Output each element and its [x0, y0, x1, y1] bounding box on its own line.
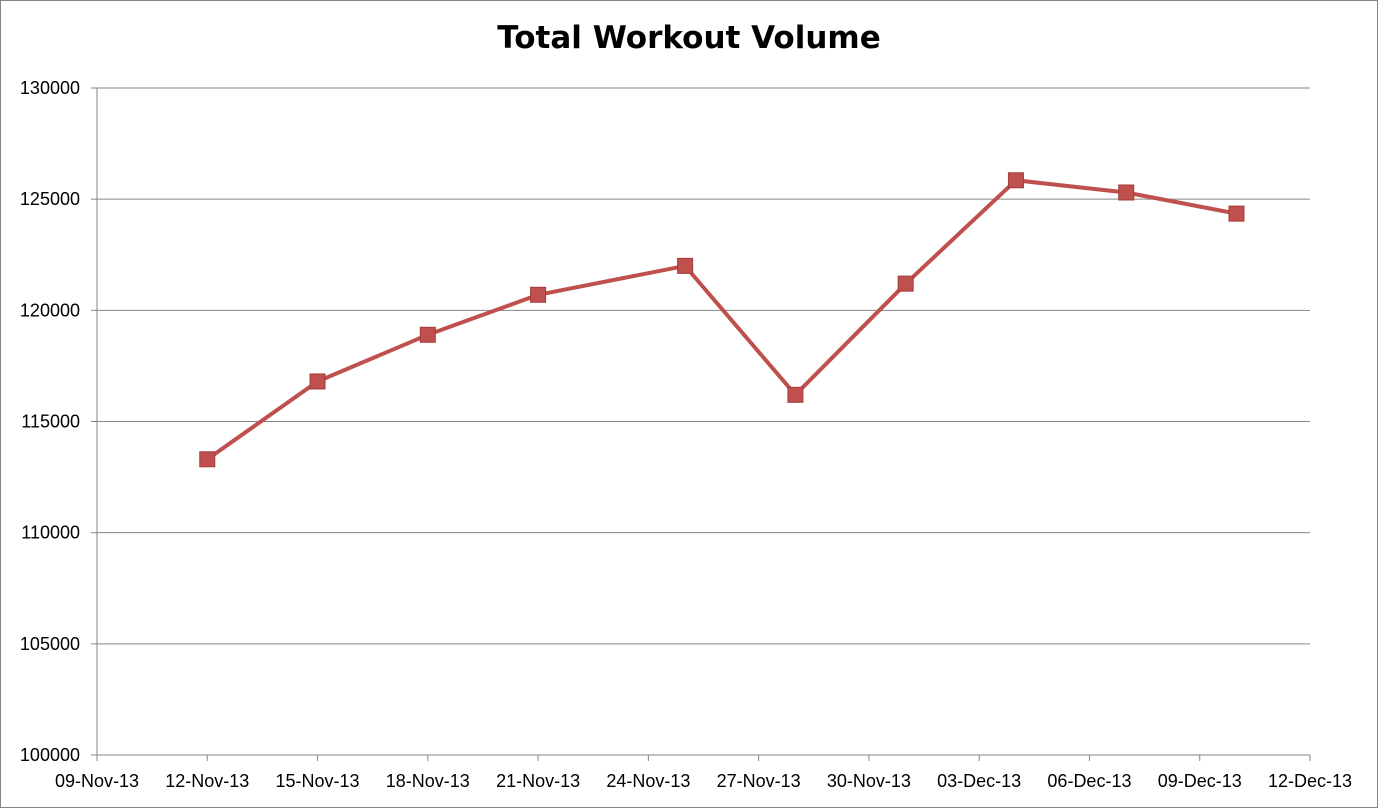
data-point-marker [530, 286, 547, 303]
y-tick-label: 100000 [20, 745, 80, 765]
x-tick-label: 12-Nov-13 [165, 771, 249, 791]
data-point-marker [419, 326, 436, 343]
series-line [206, 178, 1237, 461]
x-tick-label: 18-Nov-13 [386, 771, 470, 791]
y-tick-label: 120000 [20, 300, 80, 320]
y-tick-label: 125000 [20, 189, 80, 209]
data-point-marker [1007, 172, 1024, 189]
x-tick-label: 15-Nov-13 [276, 771, 360, 791]
x-tick-label: 24-Nov-13 [606, 771, 690, 791]
data-point-marker [1228, 205, 1245, 222]
data-point-marker [897, 275, 914, 292]
y-tick-label: 110000 [21, 523, 80, 543]
y-tick-label: 115000 [21, 412, 80, 432]
series-markers [199, 172, 1245, 468]
data-point-marker [309, 373, 326, 390]
x-tick-label: 03-Dec-13 [937, 771, 1021, 791]
x-tick-label: 12-Dec-13 [1268, 771, 1352, 791]
data-point-marker [677, 257, 694, 274]
x-tick-label: 06-Dec-13 [1047, 771, 1131, 791]
y-tick-label: 105000 [20, 634, 80, 654]
x-tick-label: 21-Nov-13 [496, 771, 580, 791]
data-point-marker [787, 386, 804, 403]
data-point-marker [199, 451, 216, 468]
x-tick-labels: 09-Nov-13 12-Nov-13 15-Nov-13 18-Nov-13 21-N… [55, 771, 1352, 791]
chart-title: Total Workout Volume [497, 20, 881, 56]
data-point-marker [1118, 184, 1135, 201]
x-tick-label: 09-Dec-13 [1158, 771, 1242, 791]
y-tick-label: 130000 [20, 78, 80, 98]
grid-lines [97, 87, 1310, 645]
axes [91, 87, 1311, 761]
series-polyline [206, 178, 1237, 461]
x-tick-label: 09-Nov-13 [55, 771, 139, 791]
x-tick-label: 27-Nov-13 [717, 771, 801, 791]
y-tick-labels: 100000 105000 110000 115000 120000 125000 1300… [20, 78, 80, 765]
x-tick-label: 30-Nov-13 [827, 771, 911, 791]
